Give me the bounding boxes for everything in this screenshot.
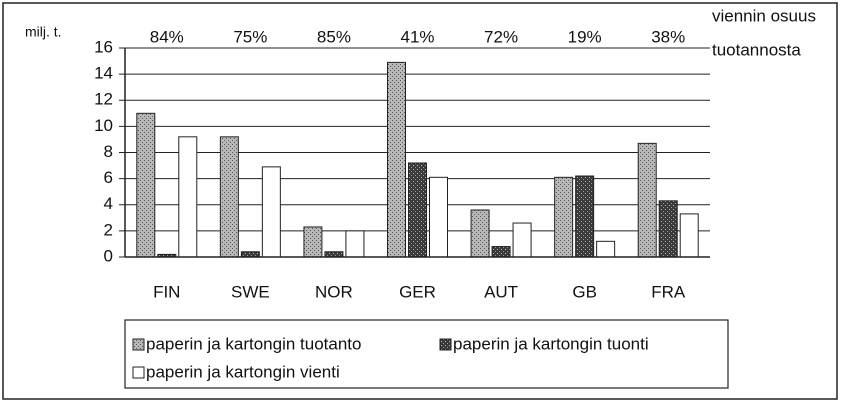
bar	[512, 222, 532, 258]
annotation: viennin osuus	[712, 6, 816, 25]
y-tick-label: 10	[94, 116, 113, 135]
y-tick-label: 0	[104, 246, 113, 265]
bar	[491, 246, 511, 258]
y-tick-label: 4	[104, 194, 113, 213]
y-tick-label: 16	[94, 37, 113, 56]
y-tick-label: 14	[94, 64, 113, 83]
x-tick-label: NOR	[315, 282, 353, 301]
y-tick-label: 6	[104, 168, 113, 187]
x-tick-label: GB	[572, 282, 597, 301]
x-tick-label: FRA	[651, 282, 686, 301]
x-tick-label: GER	[399, 282, 436, 301]
bar	[324, 251, 344, 258]
bar	[679, 213, 699, 258]
legend-swatch	[132, 338, 145, 351]
group-label: 41%	[400, 27, 434, 46]
bar	[408, 162, 427, 258]
annotation: tuotannosta	[712, 40, 801, 59]
bar	[470, 209, 490, 258]
bar	[136, 112, 156, 258]
bar	[303, 226, 323, 258]
bar	[261, 166, 281, 258]
bar	[240, 251, 260, 258]
bar	[575, 175, 595, 258]
legend-label: paperin ja kartongin tuonti	[453, 334, 649, 353]
x-tick-label: AUT	[484, 282, 518, 301]
bar	[637, 142, 657, 258]
group-label: 38%	[651, 27, 685, 46]
legend-box	[124, 319, 729, 389]
legend-label: paperin ja kartongin tuotanto	[146, 334, 362, 353]
bar	[178, 136, 198, 258]
y-tick-label: 8	[104, 142, 113, 161]
bar	[387, 61, 406, 258]
group-label: 85%	[317, 27, 351, 46]
x-tick-label: SWE	[231, 282, 270, 301]
x-tick-label: FIN	[153, 282, 180, 301]
bar	[219, 136, 239, 258]
y-tick-label: 2	[104, 220, 113, 239]
legend-swatch	[439, 338, 452, 351]
bar	[596, 240, 616, 258]
group-label: 75%	[233, 27, 267, 46]
legend-swatch	[132, 366, 145, 379]
y-axis-label: milj. t.	[25, 24, 62, 40]
bar	[429, 176, 448, 258]
legend-label: paperin ja kartongin vienti	[146, 362, 340, 381]
group-label: 84%	[150, 27, 184, 46]
bar	[554, 176, 574, 258]
y-tick-label: 12	[94, 90, 113, 109]
bar	[658, 200, 678, 258]
group-label: 72%	[484, 27, 518, 46]
group-label: 19%	[568, 27, 602, 46]
bar	[345, 230, 365, 258]
